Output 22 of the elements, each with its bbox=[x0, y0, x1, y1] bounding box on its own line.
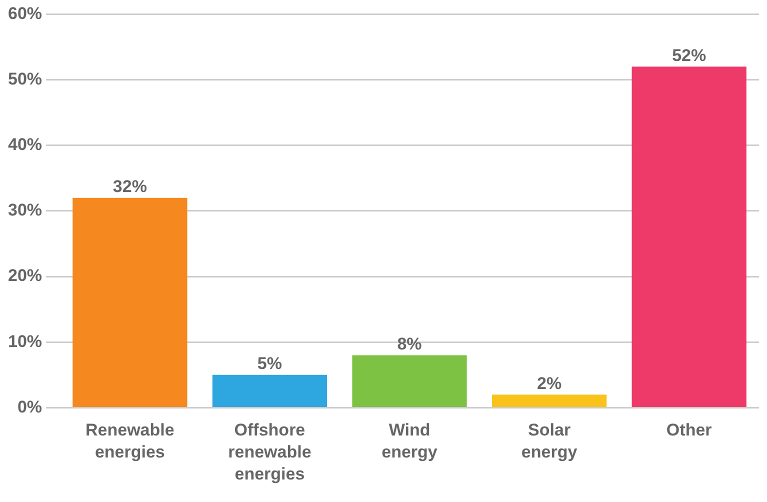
x-tick-label: Renewable energies bbox=[86, 420, 174, 462]
data-label: 52% bbox=[672, 46, 706, 65]
y-tick-label: 0% bbox=[17, 397, 42, 416]
x-tick-label: Solar energy bbox=[521, 420, 578, 462]
data-label: 5% bbox=[257, 354, 282, 374]
data-label: 8% bbox=[397, 334, 422, 354]
x-tick-label: Offshore renewable energies bbox=[228, 420, 312, 484]
x-tick-label: Wind energy bbox=[382, 420, 438, 462]
x-tick-label: Other bbox=[666, 420, 712, 440]
bar bbox=[212, 374, 328, 407]
data-label: 2% bbox=[537, 374, 562, 393]
y-tick-label: 40% bbox=[8, 135, 42, 154]
bar bbox=[492, 394, 607, 407]
y-tick-label: 20% bbox=[8, 266, 42, 286]
y-tick-label: 10% bbox=[8, 332, 42, 351]
bar bbox=[72, 198, 188, 407]
y-tick-label: 50% bbox=[8, 69, 42, 88]
data-label: 32% bbox=[112, 177, 147, 196]
bar bbox=[632, 66, 746, 407]
y-tick-label: 30% bbox=[8, 200, 42, 220]
bar bbox=[352, 355, 467, 407]
y-tick-label: 60% bbox=[8, 4, 42, 23]
